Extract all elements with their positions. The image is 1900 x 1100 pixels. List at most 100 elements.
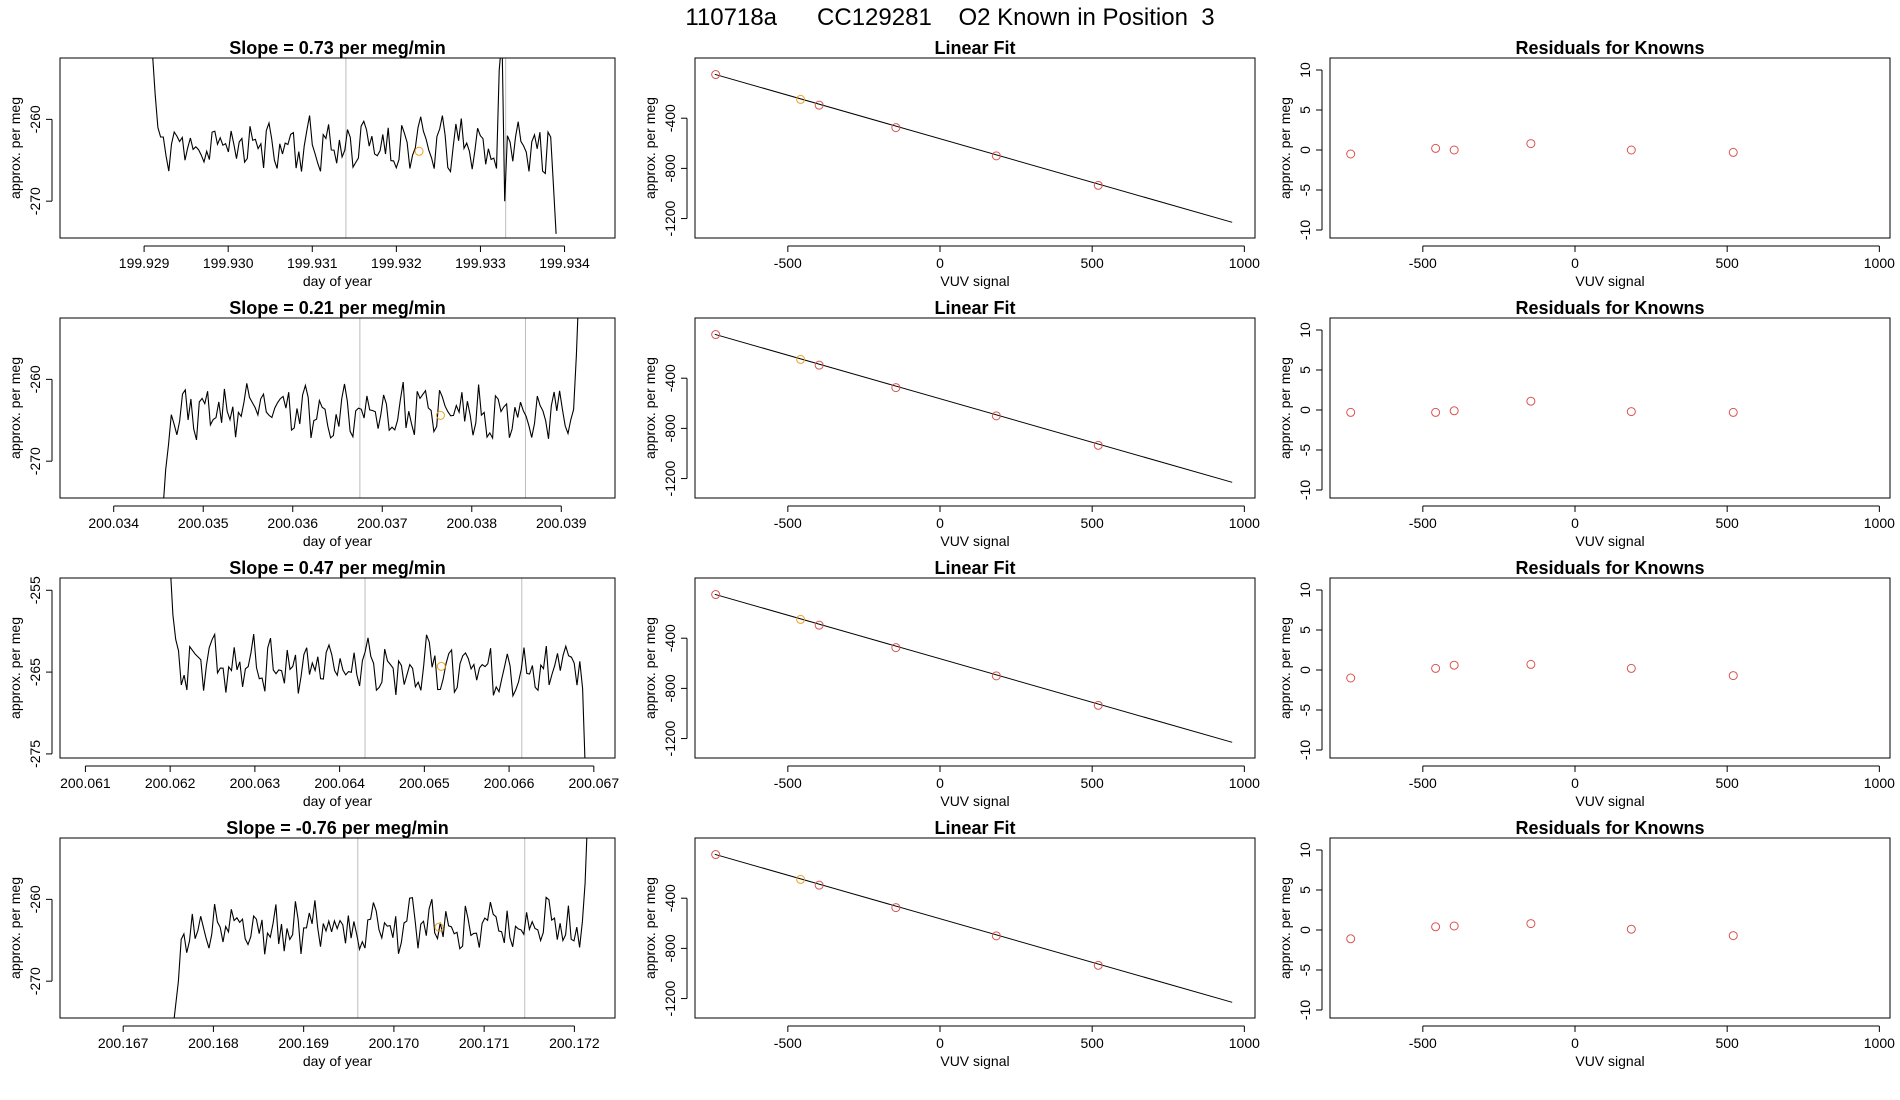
residuals-4-point-6 xyxy=(1728,931,1738,941)
fit-1-fit-line xyxy=(714,73,1233,223)
timeseries-1-series-line xyxy=(152,58,557,234)
timeseries-1-x-axis-label: day of year xyxy=(303,273,373,289)
residuals-1-point-4 xyxy=(1526,139,1536,149)
timeseries-2-x-tick-label-3: 200.036 xyxy=(267,515,318,531)
residuals-2-plot-frame xyxy=(1329,317,1891,499)
residuals-2-x-axis-label: VUV signal xyxy=(1575,533,1644,549)
residuals-4-y-tick-label-3: 0 xyxy=(1297,926,1313,934)
residuals-3-x-tick-label-2: 0 xyxy=(1571,775,1579,791)
timeseries-1-x-tick-label-4: 199.932 xyxy=(371,255,422,271)
timeseries-3-x-tick-label-7: 200.067 xyxy=(569,775,620,791)
residuals-3-point-4 xyxy=(1526,659,1536,669)
timeseries-4-y-axis-label: approx. per meg xyxy=(7,877,23,979)
fit-3-plot-frame xyxy=(694,577,1256,759)
fit-3-point-5 xyxy=(991,671,1001,681)
residuals-4-y-tick-label-2: 5 xyxy=(1297,886,1313,894)
timeseries-4-x-tick-label-1: 200.167 xyxy=(98,1035,149,1051)
residuals-4-point-1 xyxy=(1346,934,1356,944)
fit-1-y-axis-label: approx. per meg xyxy=(642,97,658,199)
timeseries-4-x-tick-label-6: 200.172 xyxy=(549,1035,600,1051)
timeseries-2-x-tick-label-2: 200.035 xyxy=(178,515,229,531)
fit-4-y-tick-label-3: -1200 xyxy=(662,980,678,1016)
timeseries-2-x-tick-label-5: 200.038 xyxy=(446,515,497,531)
residuals-1-x-tick-label-1: -500 xyxy=(1409,255,1437,271)
residuals-2-point-1 xyxy=(1346,407,1356,417)
fit-4-plot-frame xyxy=(694,837,1256,1019)
residuals-2-point-6 xyxy=(1728,407,1738,417)
residuals-1-x-tick-label-4: 1000 xyxy=(1864,255,1895,271)
residuals-3-point-6 xyxy=(1728,671,1738,681)
fit-2-x-tick-label-3: 500 xyxy=(1080,515,1104,531)
residuals-2-x-tick-label-2: 0 xyxy=(1571,515,1579,531)
fit-1-point-3 xyxy=(814,100,824,110)
fit-1-x-tick-label-2: 0 xyxy=(936,255,944,271)
timeseries-4-x-tick-label-3: 200.169 xyxy=(278,1035,329,1051)
fit-2-plot-frame xyxy=(694,317,1256,499)
timeseries-1-x-tick-label-3: 199.931 xyxy=(287,255,338,271)
fit-1-point-2 xyxy=(796,94,806,104)
residuals-4-y-tick-label-1: 10 xyxy=(1297,842,1313,858)
residuals-2-point-4 xyxy=(1526,396,1536,406)
residuals-3-point-3 xyxy=(1449,660,1459,670)
residuals-1-x-tick-label-3: 500 xyxy=(1715,255,1739,271)
fit-2-title: Linear Fit xyxy=(934,298,1015,318)
residuals-1-y-tick-label-1: 10 xyxy=(1297,62,1313,78)
timeseries-1-y-tick-label-2: -270 xyxy=(27,187,43,215)
timeseries-3-x-tick-label-6: 200.066 xyxy=(484,775,535,791)
residuals-2-y-tick-label-1: 10 xyxy=(1297,322,1313,338)
residuals-3-x-tick-label-1: -500 xyxy=(1409,775,1437,791)
fit-3-x-tick-label-2: 0 xyxy=(936,775,944,791)
timeseries-4-x-tick-label-5: 200.171 xyxy=(459,1035,510,1051)
fit-1-point-4 xyxy=(891,123,901,133)
fit-3-point-6 xyxy=(1093,700,1103,710)
fit-3-point-2 xyxy=(796,614,806,624)
residuals-3-plot-frame xyxy=(1329,577,1891,759)
residuals-2-title: Residuals for Knowns xyxy=(1515,298,1704,318)
fit-2-point-1 xyxy=(711,330,721,340)
fit-2-y-tick-label-1: -400 xyxy=(662,364,678,392)
timeseries-4-y-tick-label-2: -270 xyxy=(27,967,43,995)
residuals-1-y-tick-label-4: -5 xyxy=(1297,184,1313,197)
fit-2-x-tick-label-1: -500 xyxy=(774,515,802,531)
timeseries-4-x-tick-label-4: 200.170 xyxy=(369,1035,420,1051)
timeseries-3-x-tick-label-1: 200.061 xyxy=(60,775,111,791)
fit-4-fit-line xyxy=(714,853,1233,1003)
fit-2-point-3 xyxy=(814,360,824,370)
timeseries-4-x-axis-label: day of year xyxy=(303,1053,373,1069)
residuals-3-x-tick-label-3: 500 xyxy=(1715,775,1739,791)
timeseries-4-y-tick-label-1: -260 xyxy=(27,885,43,913)
timeseries-3-highlight-point xyxy=(436,661,446,671)
timeseries-1-x-tick-label-6: 199.934 xyxy=(539,255,590,271)
residuals-1-point-2 xyxy=(1431,143,1441,153)
residuals-1-title: Residuals for Knowns xyxy=(1515,38,1704,58)
residuals-3-x-tick-label-4: 1000 xyxy=(1864,775,1895,791)
fit-4-point-4 xyxy=(891,903,901,913)
fit-4-point-5 xyxy=(991,931,1001,941)
fit-3-x-axis-label: VUV signal xyxy=(940,793,1009,809)
timeseries-3-x-axis-label: day of year xyxy=(303,793,373,809)
fit-4-y-tick-label-1: -400 xyxy=(662,884,678,912)
residuals-2-y-tick-label-4: -5 xyxy=(1297,444,1313,457)
residuals-3-point-2 xyxy=(1431,663,1441,673)
fit-4-y-tick-label-2: -800 xyxy=(662,934,678,962)
residuals-1-y-tick-label-5: -10 xyxy=(1297,220,1313,240)
fit-3-y-axis-label: approx. per meg xyxy=(642,617,658,719)
timeseries-2-y-tick-label-1: -260 xyxy=(27,365,43,393)
fit-1-x-tick-label-4: 1000 xyxy=(1229,255,1260,271)
fit-1-y-tick-label-3: -1200 xyxy=(662,200,678,236)
fit-4-point-2 xyxy=(796,874,806,884)
residuals-3-point-1 xyxy=(1346,673,1356,683)
fit-4-x-tick-label-3: 500 xyxy=(1080,1035,1104,1051)
residuals-3-y-tick-label-3: 0 xyxy=(1297,666,1313,674)
fit-2-point-2 xyxy=(796,354,806,364)
fit-3-y-tick-label-3: -1200 xyxy=(662,720,678,756)
timeseries-1-x-tick-label-2: 199.930 xyxy=(203,255,254,271)
timeseries-1-x-tick-label-1: 199.929 xyxy=(119,255,170,271)
residuals-2-point-2 xyxy=(1431,407,1441,417)
residuals-3-y-tick-label-4: -5 xyxy=(1297,704,1313,717)
timeseries-3-y-tick-label-3: -275 xyxy=(27,740,43,768)
timeseries-1-title: Slope = 0.73 per meg/min xyxy=(229,38,446,58)
fit-3-title: Linear Fit xyxy=(934,558,1015,578)
fit-2-y-axis-label: approx. per meg xyxy=(642,357,658,459)
residuals-4-point-5 xyxy=(1626,924,1636,934)
